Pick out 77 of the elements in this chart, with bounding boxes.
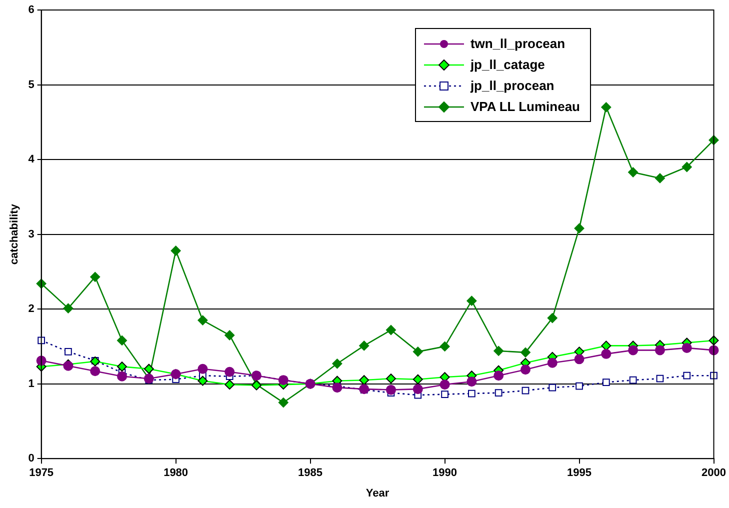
x-tick-label: 1990 (432, 467, 458, 480)
point (90, 366, 100, 376)
y-tick-label: 2 (28, 303, 34, 316)
point (224, 366, 235, 377)
point (574, 223, 584, 234)
point (522, 386, 530, 394)
point (468, 390, 476, 398)
legend-label: VPA LL Lumineau (470, 99, 580, 114)
point (332, 358, 342, 369)
x-tick-label: 1995 (567, 467, 592, 480)
point (117, 362, 128, 372)
point (547, 313, 558, 324)
point (574, 354, 584, 364)
point (144, 364, 154, 374)
point (440, 380, 450, 390)
point (601, 102, 612, 112)
point (654, 173, 665, 184)
legend-label: jp_ll_catage (470, 57, 545, 72)
point (494, 346, 504, 356)
point (602, 378, 610, 386)
x-tick-label: 2000 (702, 467, 726, 480)
point (386, 374, 396, 384)
point (494, 389, 502, 396)
point (386, 384, 396, 395)
y-tick-label: 6 (28, 4, 34, 16)
point (682, 342, 692, 353)
point (520, 364, 530, 375)
point (576, 382, 583, 390)
point (547, 358, 558, 368)
point (278, 398, 288, 408)
point (198, 315, 208, 326)
y-tick-label: 1 (28, 378, 34, 390)
point (224, 330, 235, 340)
point (117, 335, 128, 346)
x-axis-title: Year (366, 487, 390, 500)
point (386, 325, 396, 335)
point (494, 370, 504, 381)
point (63, 303, 74, 314)
point (332, 382, 342, 393)
y-tick-label: 4 (28, 154, 36, 166)
x-tick-label: 1980 (164, 467, 188, 480)
point (441, 390, 448, 398)
point (359, 375, 370, 386)
point (90, 272, 100, 282)
point (224, 380, 235, 390)
point (520, 347, 530, 358)
point (117, 371, 128, 382)
y-tick-label: 0 (28, 452, 34, 465)
point (170, 246, 181, 256)
y-tick-label: 3 (28, 228, 34, 240)
point (412, 346, 423, 357)
legend-label: twn_ll_procean (470, 36, 566, 51)
point (440, 341, 450, 352)
point (601, 340, 612, 351)
point (198, 376, 208, 386)
point (359, 340, 370, 351)
legend-label: jp_ll_procean (470, 78, 554, 93)
point (656, 374, 664, 382)
point (466, 376, 477, 387)
point (466, 296, 477, 306)
point (628, 345, 638, 356)
x-tick-label: 1975 (29, 467, 54, 480)
point (412, 374, 423, 384)
point (198, 364, 208, 374)
point (629, 376, 637, 384)
point (412, 384, 423, 394)
point (683, 372, 691, 380)
point (682, 162, 692, 172)
point (548, 384, 556, 392)
x-tick-label: 1985 (298, 467, 323, 480)
point (628, 167, 638, 178)
point (710, 372, 718, 380)
y-axis-title: catchability (8, 203, 21, 265)
y-tick-label: 5 (28, 78, 34, 91)
point (64, 348, 72, 356)
point (654, 345, 665, 356)
point (601, 348, 612, 359)
